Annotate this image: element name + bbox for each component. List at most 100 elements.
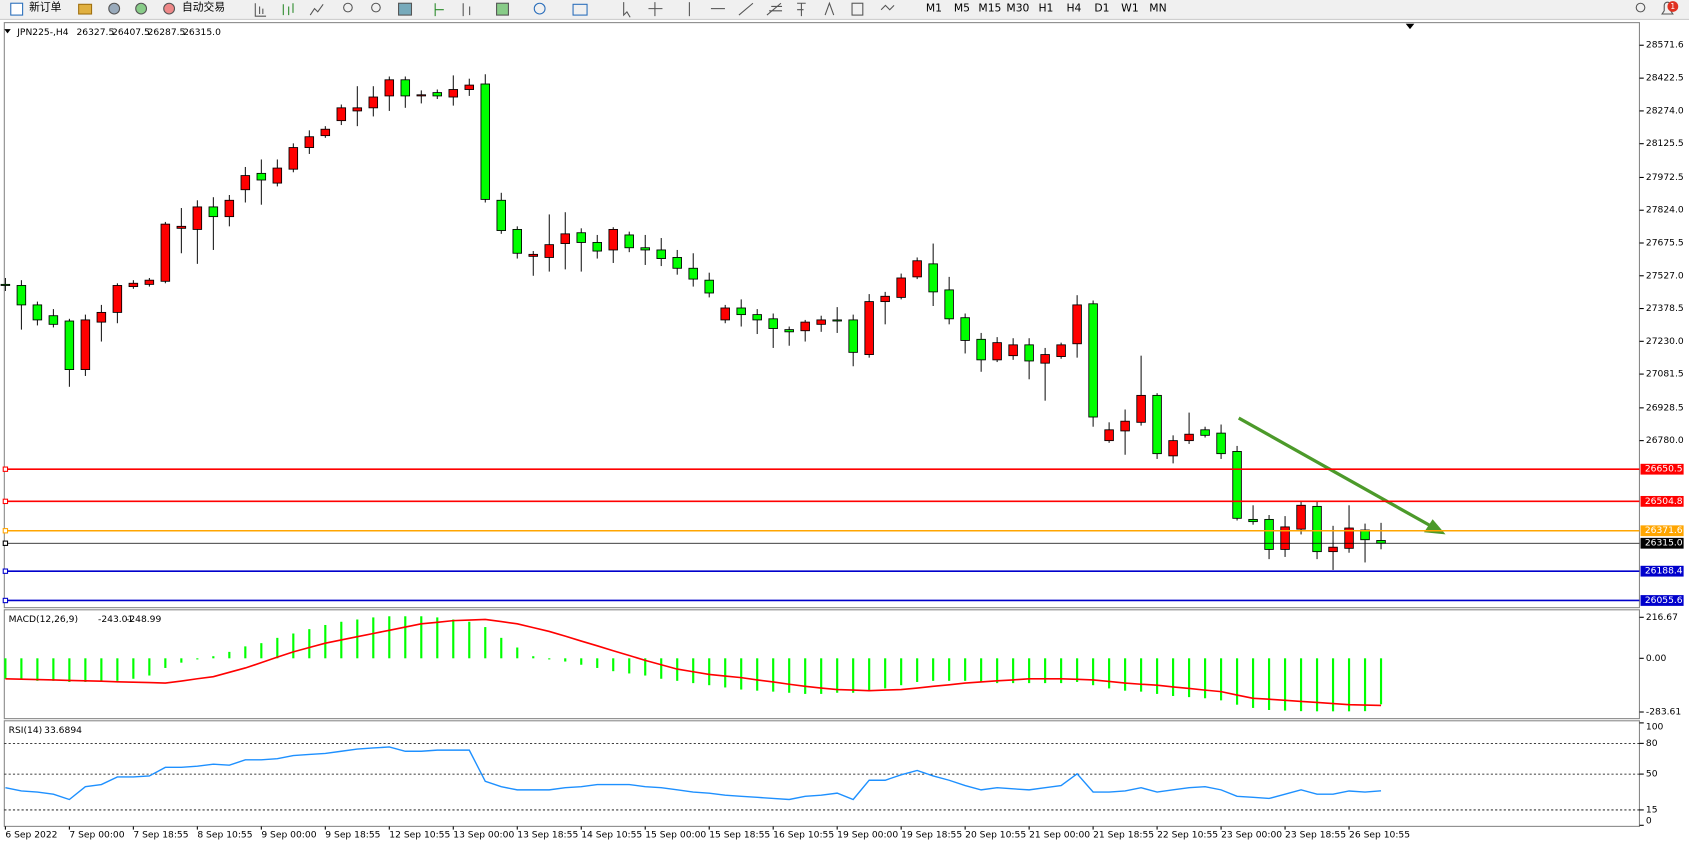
candle-body	[784, 329, 794, 333]
icon-button[interactable]	[434, 3, 444, 17]
templates[interactable]	[572, 3, 588, 16]
macd-bar	[628, 658, 631, 674]
auto-trading-button[interactable]: 自动交易	[182, 1, 225, 14]
icon-button[interactable]	[108, 2, 121, 15]
icon-button[interactable]	[462, 3, 471, 17]
icon-button[interactable]	[254, 3, 267, 17]
candle-body	[400, 79, 411, 97]
trendline[interactable]	[738, 2, 754, 16]
new-order-button[interactable]: 新订单	[29, 1, 62, 14]
macd-bar	[404, 616, 407, 659]
x-tick-label: 23 Sep 18:55	[1285, 830, 1346, 840]
y-tick-label: 28571.6	[1646, 41, 1684, 51]
timeframe-button[interactable]: H4	[1066, 2, 1081, 15]
macd-bar	[1124, 658, 1127, 691]
macd-bar	[436, 617, 439, 659]
indicators[interactable]	[496, 2, 509, 16]
y-tick-label: 15	[1646, 805, 1658, 815]
macd-bar	[100, 658, 103, 682]
macd-bar	[804, 658, 807, 694]
x-tick-label: 13 Sep 18:55	[517, 830, 578, 840]
timeframe-button[interactable]: M30	[1006, 2, 1029, 15]
macd-bar	[692, 658, 695, 684]
macd-bar	[1188, 658, 1191, 698]
price-label: 26055.6	[1645, 596, 1683, 606]
macd-bar	[1379, 658, 1383, 705]
timeframe-button[interactable]: M15	[978, 2, 1001, 15]
candle-body	[624, 234, 634, 249]
candle-body	[592, 242, 602, 252]
search[interactable]	[1635, 2, 1646, 13]
candle-body	[160, 223, 171, 282]
icon-button[interactable]	[398, 2, 413, 16]
timeframe-button[interactable]: H1	[1038, 2, 1053, 15]
price-label-box	[1640, 463, 1684, 475]
x-tick-label: 6 Sep 2022	[5, 830, 57, 840]
candle-body	[496, 199, 506, 231]
macd-bar	[852, 658, 855, 693]
new-order-icon[interactable]	[10, 2, 24, 16]
y-tick-label: 27972.5	[1646, 173, 1684, 183]
candle-body	[304, 136, 315, 148]
macd-bar	[1108, 658, 1111, 689]
y-tick-label: 26780.0	[1646, 436, 1684, 446]
label-tool[interactable]	[851, 2, 864, 16]
candle-body	[1136, 394, 1146, 423]
auto-trading-icon[interactable]	[163, 2, 176, 15]
main-panel	[3, 22, 1640, 609]
level-handle	[2, 597, 9, 604]
macd-bar	[996, 658, 999, 684]
cursor[interactable]	[623, 2, 631, 18]
timeframe-button[interactable]: D1	[1094, 2, 1109, 15]
icon-button[interactable]	[78, 3, 93, 15]
y-tick-label: 27527.0	[1646, 271, 1684, 281]
zoom-in[interactable]	[343, 2, 353, 13]
x-tick-label: 8 Sep 10:55	[197, 830, 252, 840]
candle-body	[80, 319, 91, 370]
x-tick-label: 15 Sep 18:55	[709, 830, 770, 840]
y-tick-label: 0	[1646, 816, 1652, 826]
macd-bar	[148, 658, 151, 676]
macd-bar	[116, 658, 119, 681]
text-tool[interactable]	[824, 1, 835, 16]
price-label-box	[1640, 537, 1684, 549]
y-tick-label: -283.61	[1646, 708, 1681, 718]
candle-body	[688, 267, 698, 280]
icon-button[interactable]	[282, 3, 294, 16]
macd-bar	[612, 658, 615, 672]
candle-body	[480, 83, 491, 200]
y-tick-label: 100	[1646, 723, 1664, 733]
macd-bar	[1140, 658, 1143, 692]
candle-body	[768, 318, 778, 329]
candle-body	[1312, 505, 1322, 553]
periods[interactable]	[533, 2, 546, 15]
macd-bar	[1076, 658, 1079, 682]
candle-body	[544, 244, 554, 258]
x-tick-label: 20 Sep 10:55	[965, 830, 1026, 840]
macd-bar	[36, 658, 39, 681]
x-tick-label: 7 Sep 18:55	[133, 830, 188, 840]
timeframe-button[interactable]: MN	[1149, 2, 1166, 15]
crosshair[interactable]	[648, 2, 663, 17]
candle-body	[112, 285, 123, 313]
channels[interactable]	[797, 2, 806, 17]
icon-button[interactable]	[135, 2, 148, 15]
timeframe-button[interactable]: W1	[1121, 2, 1138, 15]
candle-body	[64, 320, 75, 370]
macd-bar	[1347, 658, 1351, 712]
macd-bar	[180, 658, 183, 663]
timeframe-button[interactable]: M1	[926, 2, 942, 15]
fibonacci[interactable]	[766, 2, 783, 16]
price-label-box	[1640, 565, 1684, 577]
icon-button[interactable]	[309, 3, 324, 16]
candle-body	[320, 128, 331, 137]
arrows[interactable]	[880, 4, 895, 11]
macd-bar	[1092, 658, 1095, 686]
macd-bar	[532, 656, 535, 659]
timeframe-button[interactable]: M5	[954, 2, 970, 15]
ohlc-value: 26407.5	[112, 28, 150, 38]
zoom-out[interactable]	[371, 2, 381, 13]
macd-bar	[292, 633, 295, 659]
y-tick-label: 80	[1646, 739, 1658, 749]
